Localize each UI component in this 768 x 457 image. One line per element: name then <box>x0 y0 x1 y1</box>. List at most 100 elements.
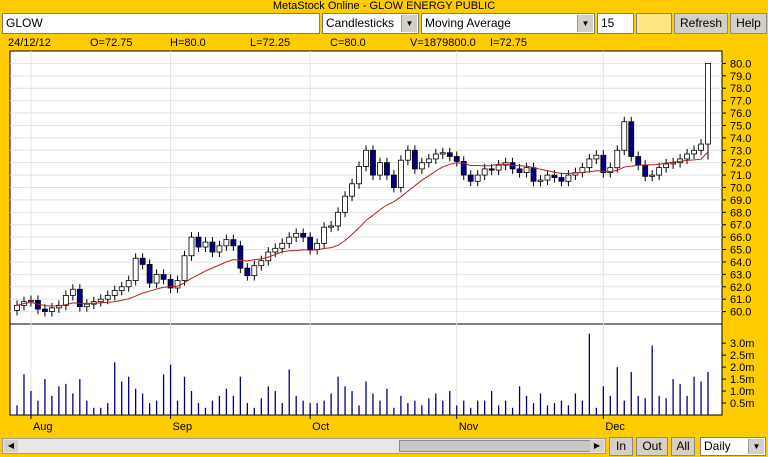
price-tick-label: 61.0 <box>730 294 751 306</box>
info-volume: V=1879800.0 <box>410 37 476 49</box>
candle-body <box>139 257 146 265</box>
candle-body <box>558 177 565 182</box>
candle-body <box>377 162 383 176</box>
candle-body <box>307 236 314 250</box>
candle-body <box>146 264 153 284</box>
candle-body <box>516 168 523 174</box>
volume-tick-label: 1.0m <box>730 386 754 398</box>
price-tick-label: 63.0 <box>730 269 751 281</box>
candle-body <box>537 179 544 182</box>
moving-average-line <box>16 151 709 307</box>
zoom-out-button[interactable]: Out <box>636 437 668 456</box>
candle-body <box>705 63 711 145</box>
candle-body <box>614 149 621 169</box>
indicator-value: Moving Average <box>425 16 511 30</box>
price-chart[interactable]: 60.061.062.063.064.065.066.067.068.069.0… <box>0 0 768 436</box>
candle-body <box>404 149 411 161</box>
candle-body <box>628 121 635 157</box>
candle-body <box>663 163 670 169</box>
candle-body <box>411 149 418 170</box>
candle-body <box>425 158 432 164</box>
price-info-bar: 24/12/12 O=72.75 H=80.0 L=72.25 C=80.0 V… <box>0 36 768 50</box>
candle-body <box>153 273 160 284</box>
candle-body <box>293 233 300 238</box>
candle-body <box>118 286 125 291</box>
price-tick-label: 67.0 <box>730 220 751 232</box>
price-tick-label: 78.0 <box>730 83 751 95</box>
interval-select[interactable]: Daily ▼ <box>700 437 766 456</box>
chevron-down-icon[interactable]: ▼ <box>577 15 593 32</box>
volume-axis: 0.5m1.0m1.5m2.0m2.5m3.0m <box>722 338 754 410</box>
candle-body <box>544 174 551 181</box>
candle-body <box>237 245 244 269</box>
refresh-button[interactable]: Refresh <box>674 13 728 34</box>
candle-body <box>684 153 690 160</box>
candle-body <box>188 236 195 257</box>
candle-body <box>397 159 404 188</box>
candle-body <box>356 166 362 185</box>
candle-body <box>167 278 174 289</box>
candle-body <box>160 273 167 280</box>
price-tick-label: 62.0 <box>730 282 751 294</box>
candle-body <box>321 226 328 244</box>
chevron-down-icon[interactable]: ▼ <box>748 439 764 454</box>
candle-body <box>223 239 230 247</box>
candle-body <box>642 164 649 177</box>
chart-style-value: Candlesticks <box>326 16 395 30</box>
info-close: C=80.0 <box>330 37 366 49</box>
candle-body <box>391 174 397 188</box>
time-tick-label: Dec <box>605 421 625 433</box>
time-tick-label: Oct <box>312 421 329 433</box>
period-input[interactable]: 15 <box>597 13 634 34</box>
candle-body <box>111 290 118 296</box>
indicator-select[interactable]: Moving Average ▼ <box>421 13 595 34</box>
time-tick-label: Sep <box>173 421 193 433</box>
candle-body <box>230 239 237 247</box>
candle-body <box>607 167 614 174</box>
info-open: O=72.75 <box>90 37 133 49</box>
zoom-in-button[interactable]: In <box>609 437 633 456</box>
toolbar: GLOW Candlesticks ▼ Moving Average ▼ 15 … <box>0 12 768 36</box>
horizontal-scrollbar[interactable]: ◀ ▶ <box>2 438 606 454</box>
candle-body <box>384 162 390 176</box>
candle-body <box>495 164 502 171</box>
volume-tick-label: 2.0m <box>730 362 754 374</box>
period-spacer <box>636 13 672 34</box>
candle-body <box>467 174 474 182</box>
candle-body <box>202 241 209 248</box>
volume-tick-label: 3.0m <box>730 338 754 350</box>
scrollbar-thumb[interactable] <box>399 440 599 452</box>
candle-body <box>69 288 76 296</box>
candles <box>14 63 711 317</box>
candle-body <box>251 265 258 277</box>
candle-body <box>600 154 607 174</box>
symbol-input[interactable]: GLOW <box>2 13 320 34</box>
candle-body <box>621 121 628 151</box>
candle-body <box>488 168 495 171</box>
candle-body <box>565 174 572 182</box>
chart-style-select[interactable]: Candlesticks ▼ <box>322 13 419 34</box>
candle-body <box>76 288 83 308</box>
volume-bars <box>16 333 709 415</box>
chevron-down-icon[interactable]: ▼ <box>401 15 417 32</box>
price-tick-label: 66.0 <box>730 232 751 244</box>
scroll-right-icon[interactable]: ▶ <box>590 440 604 452</box>
price-tick-label: 72.0 <box>730 158 751 170</box>
help-button[interactable]: Help <box>730 13 767 34</box>
volume-tick-label: 2.5m <box>730 350 754 362</box>
candle-body <box>328 225 335 228</box>
interval-value: Daily <box>704 439 731 453</box>
candle-body <box>439 152 446 155</box>
show-all-button[interactable]: All <box>671 437 695 456</box>
candle-body <box>363 149 369 167</box>
price-tick-label: 79.0 <box>730 71 751 83</box>
price-tick-label: 69.0 <box>730 195 751 207</box>
volume-tick-label: 1.5m <box>730 374 754 386</box>
candle-body <box>62 295 69 306</box>
candle-body <box>272 247 279 253</box>
candle-body <box>586 158 593 169</box>
scroll-left-icon[interactable]: ◀ <box>4 440 18 452</box>
info-indicator: I=72.75 <box>490 37 528 49</box>
price-tick-label: 70.0 <box>730 183 751 195</box>
candle-body <box>474 174 481 182</box>
